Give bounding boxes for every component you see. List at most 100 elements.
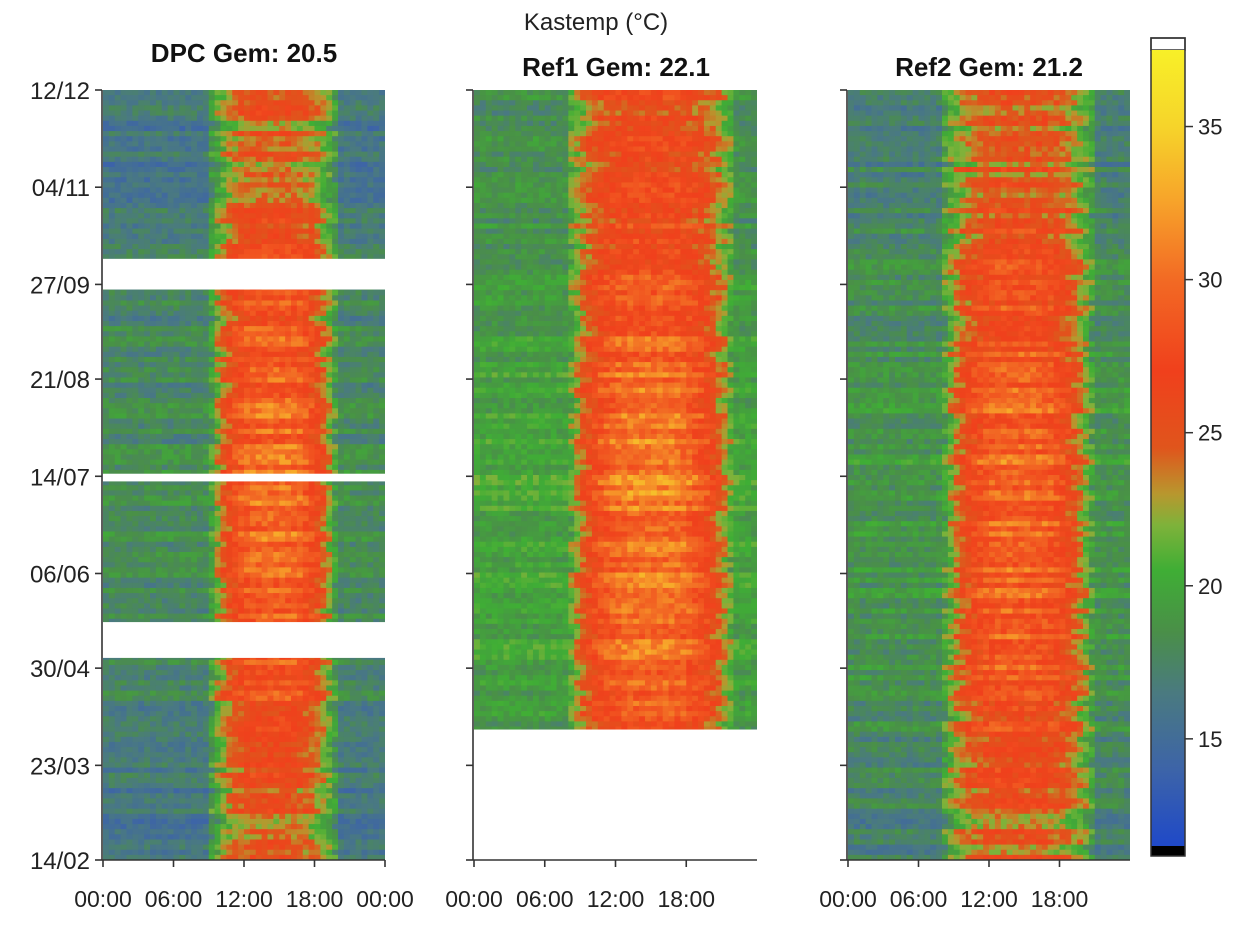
- heatmap-cell: [273, 444, 280, 450]
- heatmap-cell: [197, 505, 204, 512]
- heatmap-cell: [244, 125, 251, 132]
- heatmap-cell: [144, 233, 151, 240]
- heatmap-cell: [373, 423, 380, 430]
- heatmap-cell: [361, 192, 368, 199]
- heatmap-cell: [214, 613, 222, 620]
- heatmap-cell: [232, 454, 239, 461]
- heatmap-cell: [155, 546, 163, 553]
- heatmap-cell: [126, 377, 133, 384]
- heatmap-cell: [173, 613, 180, 620]
- heatmap-cell: [338, 321, 345, 327]
- heatmap-cell: [244, 300, 251, 307]
- heatmap-cell: [114, 521, 122, 527]
- heatmap-cell: [367, 336, 374, 343]
- heatmap-cell: [261, 449, 269, 456]
- heatmap-cell: [343, 346, 351, 353]
- heatmap-cell: [249, 356, 257, 363]
- heatmap-cell: [197, 187, 204, 194]
- heatmap-cell: [155, 526, 163, 533]
- heatmap-cell: [332, 572, 339, 579]
- heatmap-cell: [267, 449, 274, 456]
- heatmap-cell: [273, 459, 280, 466]
- heatmap-cell: [191, 526, 198, 533]
- heatmap-cell: [150, 449, 157, 456]
- heatmap-cell: [349, 418, 357, 425]
- heatmap-cell: [332, 351, 339, 358]
- heatmap-cell: [232, 505, 239, 512]
- heatmap-cell: [285, 372, 292, 379]
- heatmap-cell: [238, 182, 245, 189]
- heatmap-cell: [261, 202, 269, 209]
- heatmap-cell: [244, 321, 251, 327]
- heatmap-cell: [114, 582, 122, 589]
- heatmap-cell: [179, 331, 186, 337]
- heatmap-cell: [326, 120, 333, 127]
- heatmap-cell: [332, 321, 339, 327]
- heatmap-cell: [361, 315, 368, 322]
- heatmap-cell: [173, 428, 180, 435]
- heatmap-cell: [338, 223, 345, 230]
- heatmap-cell: [232, 546, 239, 553]
- heatmap-cell: [220, 187, 227, 194]
- heatmap-cell: [349, 593, 357, 599]
- heatmap-cell: [197, 131, 204, 137]
- heatmap-cell: [132, 459, 139, 466]
- heatmap-cell: [191, 177, 198, 183]
- heatmap-cell: [167, 305, 175, 312]
- heatmap-cell: [273, 244, 280, 250]
- heatmap-cell: [279, 351, 286, 358]
- heatmap-cell: [355, 362, 363, 368]
- heatmap-cell: [238, 326, 245, 332]
- heatmap-cell: [249, 413, 257, 420]
- heatmap-cell: [108, 562, 116, 568]
- heatmap-cell: [255, 295, 263, 302]
- heatmap-cell: [179, 572, 186, 579]
- heatmap-cell: [126, 177, 133, 183]
- heatmap-cell: [355, 464, 363, 471]
- heatmap-cell: [355, 141, 363, 148]
- heatmap-cell: [120, 505, 128, 512]
- heatmap-cell: [108, 136, 116, 142]
- heatmap-cell: [367, 444, 374, 450]
- heatmap-cell: [226, 377, 233, 384]
- heatmap-cell: [249, 125, 257, 132]
- heatmap-cell: [138, 125, 145, 132]
- heatmap-cell: [155, 367, 163, 373]
- heatmap-cell: [138, 90, 145, 96]
- heatmap-cell: [202, 105, 210, 112]
- heatmap-cell: [291, 464, 298, 471]
- heatmap-cell: [126, 105, 133, 112]
- heatmap-cell: [343, 244, 351, 250]
- heatmap-cell: [302, 305, 310, 312]
- heatmap-cell: [202, 305, 210, 312]
- heatmap-cell: [238, 408, 245, 414]
- heatmap-cell: [226, 172, 233, 178]
- heatmap-cell: [291, 444, 298, 450]
- heatmap-cell: [314, 131, 321, 137]
- heatmap-cell: [144, 223, 151, 230]
- heatmap-cell: [279, 413, 286, 420]
- heatmap-cell: [232, 90, 239, 96]
- heatmap-cell: [108, 197, 116, 204]
- heatmap-cell: [138, 377, 145, 384]
- heatmap-cell: [373, 582, 380, 589]
- heatmap-cell: [138, 182, 145, 189]
- heatmap-cell: [191, 403, 198, 409]
- heatmap-cell: [114, 557, 122, 563]
- heatmap-cell: [150, 336, 157, 343]
- heatmap-cell: [279, 125, 286, 132]
- heatmap-cell: [120, 413, 128, 420]
- heatmap-cell: [220, 505, 227, 512]
- heatmap-cell: [103, 593, 110, 599]
- heatmap-cell: [126, 213, 133, 219]
- heatmap-cell: [314, 161, 321, 168]
- heatmap-cell: [261, 618, 269, 625]
- heatmap-cell: [155, 598, 163, 604]
- heatmap-cell: [349, 608, 357, 615]
- heatmap-cell: [255, 351, 263, 358]
- heatmap-cell: [226, 603, 233, 610]
- heatmap-cell: [249, 403, 257, 409]
- heatmap-cell: [255, 382, 263, 389]
- heatmap-cell: [285, 562, 292, 568]
- heatmap-cell: [273, 336, 280, 343]
